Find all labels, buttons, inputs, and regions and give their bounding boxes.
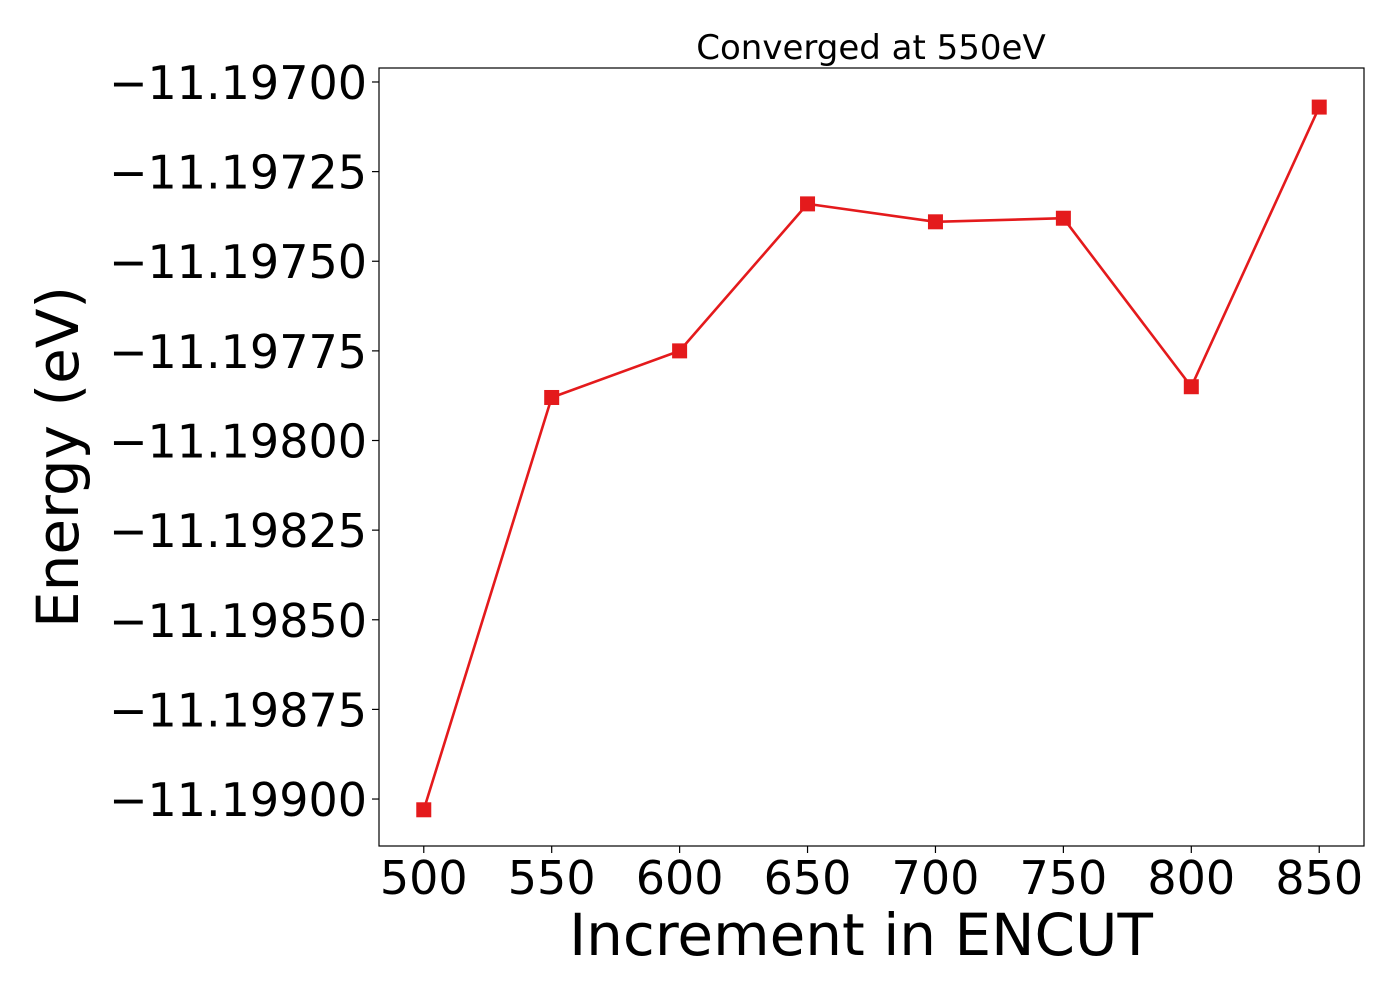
y-tick-label: −11.19750	[109, 235, 367, 289]
data-point-marker	[416, 802, 432, 818]
y-tick-label: −11.19850	[109, 594, 367, 648]
data-point-marker	[927, 214, 943, 230]
plot-frame	[378, 67, 1365, 847]
y-tick-label: −11.19800	[109, 415, 367, 469]
x-tick-label: 500	[380, 851, 468, 905]
data-point-marker	[1183, 379, 1199, 395]
series-layer	[416, 99, 1327, 818]
y-tick-label: −11.19725	[109, 146, 367, 200]
x-tick-label: 700	[892, 851, 980, 905]
data-point-marker	[800, 196, 816, 212]
x-tick-label: 600	[636, 851, 724, 905]
x-axis: 500 550 600 650 700 750 800 850	[380, 846, 1363, 905]
x-axis-label: Increment in ENCUT	[569, 901, 1153, 969]
x-tick-label: 650	[764, 851, 852, 905]
data-point-marker	[672, 343, 688, 359]
data-point-marker	[1055, 210, 1071, 226]
x-tick-label: 850	[1275, 851, 1363, 905]
y-tick-label: −11.19825	[109, 504, 367, 558]
y-axis-label: Energy (eV)	[24, 286, 92, 628]
x-tick-label: 750	[1019, 851, 1107, 905]
y-tick-label: −11.19775	[109, 325, 367, 379]
x-tick-label: 800	[1147, 851, 1235, 905]
y-axis: −11.19700 −11.19725 −11.19750 −11.19775 −11.…	[109, 56, 379, 827]
series-line	[422, 106, 1321, 811]
y-tick-label: −11.19875	[109, 683, 367, 737]
data-point-marker	[544, 389, 560, 405]
x-tick-label: 550	[508, 851, 596, 905]
data-point-marker	[1311, 99, 1327, 115]
plot-area	[378, 67, 1365, 847]
y-tick-label: −11.19700	[109, 56, 367, 110]
y-tick-label: −11.19900	[109, 773, 367, 827]
chart-title: Converged at 550eV	[696, 28, 1045, 68]
